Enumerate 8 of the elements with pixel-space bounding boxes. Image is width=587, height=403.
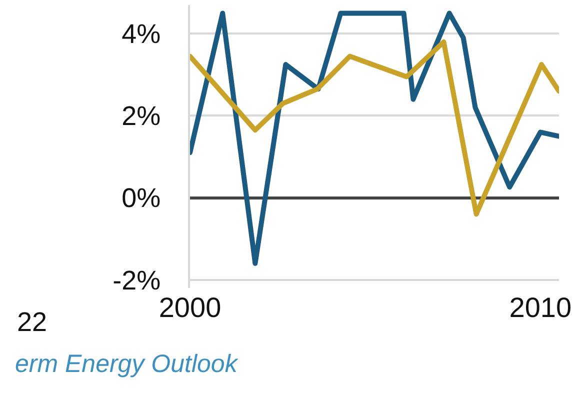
text: 22 [17, 307, 48, 337]
x-tick-label: 2010 [509, 292, 572, 323]
y-tick-label: -2% [112, 265, 161, 296]
text: erm Energy Outlook [15, 350, 239, 378]
x-tick-label: 2000 [158, 292, 222, 323]
y-tick-label: 2% [122, 101, 161, 132]
y-tick-label: 4% [122, 19, 161, 50]
y-tick-label: 0% [122, 183, 161, 214]
